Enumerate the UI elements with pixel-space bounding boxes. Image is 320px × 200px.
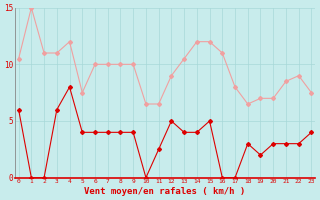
X-axis label: Vent moyen/en rafales ( km/h ): Vent moyen/en rafales ( km/h ) [84, 187, 246, 196]
